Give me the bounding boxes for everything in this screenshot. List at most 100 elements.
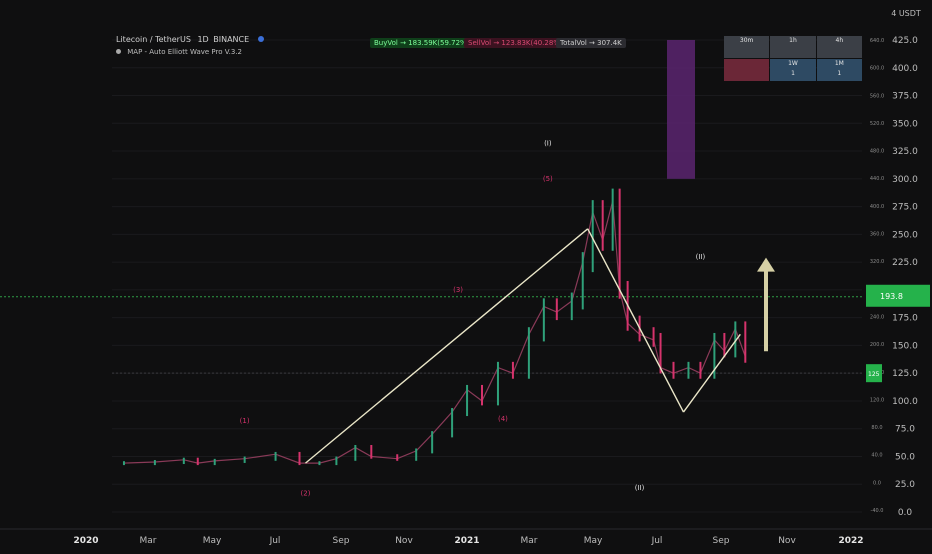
wave-overlays bbox=[305, 228, 775, 464]
tf-value: 1W bbox=[788, 60, 798, 67]
total-vol-badge: TotalVol → 307.4K bbox=[556, 38, 626, 48]
secondary-tick-label: 640.0 bbox=[870, 38, 884, 44]
price-tick-label: 250.0 bbox=[892, 230, 918, 240]
price-tick-label: 275.0 bbox=[892, 203, 918, 213]
secondary-tick-label: 600.0 bbox=[870, 66, 884, 72]
price-tick-label: 400.0 bbox=[892, 64, 918, 74]
secondary-tick-label: 80.0 bbox=[871, 425, 882, 431]
secondary-tick-label: 40.0 bbox=[871, 453, 882, 459]
price-tick-label: 75.0 bbox=[895, 425, 915, 435]
series-line bbox=[123, 200, 746, 464]
time-tick-label: Jul bbox=[651, 536, 663, 546]
buy-vol-text: BuyVol → 183.59K(59.72%) bbox=[374, 39, 470, 47]
symbol-exchange: BINANCE bbox=[213, 35, 250, 44]
symbol-interval: 1D bbox=[197, 35, 209, 44]
price-tick-label: 50.0 bbox=[895, 452, 915, 462]
tf-count: 1 bbox=[791, 70, 795, 77]
time-tick-label: Jul bbox=[269, 536, 281, 546]
price-tick-label: 300.0 bbox=[892, 175, 918, 185]
tf-label: 1h bbox=[789, 37, 797, 44]
secondary-tick-label: 520.0 bbox=[870, 121, 884, 127]
tf-cell-1h: 1h bbox=[770, 36, 816, 58]
tf-value: 1M bbox=[834, 60, 844, 67]
price-tick-label: 425.0 bbox=[892, 36, 918, 46]
time-tick-label: 2022 bbox=[838, 536, 863, 546]
wave-label: (I) bbox=[544, 140, 552, 148]
time-tick-label: 2021 bbox=[454, 536, 479, 546]
price-tick-label: 350.0 bbox=[892, 119, 918, 129]
sell-vol-text: SellVol → 123.83K(40.28%) bbox=[468, 39, 563, 47]
price-tick-label: 175.0 bbox=[892, 314, 918, 324]
current-price-text: 125 bbox=[868, 371, 880, 378]
secondary-tick-label: 560.0 bbox=[870, 93, 884, 99]
tf-label: 30m bbox=[739, 37, 754, 44]
secondary-tick-label: 400.0 bbox=[870, 204, 884, 210]
price-tick-label: 325.0 bbox=[892, 147, 918, 157]
time-tick-label: May bbox=[584, 536, 603, 546]
sell-vol-badge: SellVol → 123.83K(40.28%) bbox=[464, 38, 567, 48]
symbol-title[interactable]: Litecoin / TetherUS 1D BINANCE bbox=[116, 35, 264, 44]
green-price-tag bbox=[866, 284, 930, 307]
wave-down-1 bbox=[587, 228, 685, 413]
indicator-legend[interactable]: MAP - Auto Elliott Wave Pro V.3.2 bbox=[116, 48, 242, 56]
secondary-tick-label: 320.0 bbox=[870, 259, 884, 265]
tf-cell-1w: 1W 1 bbox=[770, 59, 816, 81]
price-tick-label: 100.0 bbox=[892, 397, 918, 407]
price-tick-label: 25.0 bbox=[895, 480, 915, 490]
wave-label: (II) bbox=[696, 253, 706, 261]
wave-up-2 bbox=[682, 333, 741, 413]
price-tick-label: 0.0 bbox=[898, 508, 913, 518]
settings-dot-icon[interactable] bbox=[257, 36, 264, 42]
current-price-tag bbox=[866, 364, 882, 383]
secondary-tick-label: 0.0 bbox=[873, 480, 881, 486]
indicator-name: MAP - Auto Elliott Wave Pro V.3.2 bbox=[127, 48, 243, 56]
tf-cell-red bbox=[724, 59, 770, 81]
purple-zone bbox=[667, 40, 695, 179]
price-tick-label: 125.0 bbox=[892, 369, 918, 379]
tf-count: 1 bbox=[837, 70, 842, 77]
wave-up-1 bbox=[305, 228, 589, 464]
tf-cell-4h: 4h bbox=[816, 36, 862, 58]
zones bbox=[667, 40, 695, 179]
price-axis[interactable]: 4 USDT 425.0 400.0 375.0 350.0 325.0 300.0 275.… bbox=[866, 9, 930, 518]
secondary-tick-label: 360.0 bbox=[870, 232, 884, 238]
wave-label: (3) bbox=[453, 286, 463, 294]
wave-labels: (I) (II) (II) (1) (2) (3) (4) (5) bbox=[240, 140, 706, 498]
wave-label: (4) bbox=[498, 415, 508, 423]
wave-label: (2) bbox=[301, 489, 311, 497]
timeframe-table: 30m 1h 4h 1W 1 1M 1 bbox=[724, 36, 862, 82]
tf-label: 4h bbox=[835, 37, 844, 44]
time-tick-label: 2020 bbox=[73, 536, 98, 546]
wave-label: (II) bbox=[635, 484, 645, 492]
green-price-tag-text: 193.8 bbox=[880, 292, 903, 301]
price-tick-label: 150.0 bbox=[892, 341, 918, 351]
up-arrow-head bbox=[757, 257, 775, 272]
price-tick-label: 225.0 bbox=[892, 258, 918, 268]
secondary-tick-label: -40.0 bbox=[871, 508, 884, 514]
time-tick-label: May bbox=[203, 536, 222, 546]
buy-vol-badge: BuyVol → 183.59K(59.72%) bbox=[370, 38, 474, 48]
time-tick-label: Sep bbox=[333, 536, 350, 546]
price-levels bbox=[0, 296, 864, 374]
total-vol-text: TotalVol → 307.4K bbox=[560, 39, 622, 47]
indicator-dot-icon bbox=[116, 49, 121, 54]
wave-label: (1) bbox=[240, 417, 250, 425]
tf-cell-30m: 30m bbox=[724, 36, 770, 58]
time-axis[interactable]: 2020 Mar May Jul Sep Nov 2021 Mar May Jul Sep Nov 20… bbox=[0, 528, 932, 546]
price-unit: 4 USDT bbox=[891, 9, 921, 18]
secondary-tick-label: 240.0 bbox=[870, 314, 884, 320]
time-tick-label: Mar bbox=[140, 536, 157, 546]
timeframe-header-row: 30m 1h 4h bbox=[724, 36, 862, 58]
price-series bbox=[122, 188, 747, 466]
secondary-tick-label: 480.0 bbox=[870, 149, 884, 155]
secondary-tick-label: 200.0 bbox=[870, 342, 884, 348]
price-tick-label: 375.0 bbox=[892, 92, 918, 102]
time-tick-label: Mar bbox=[521, 536, 538, 546]
secondary-tick-label: 120.0 bbox=[870, 397, 884, 403]
secondary-tick-label: 440.0 bbox=[870, 176, 884, 182]
tf-cell-1m: 1M 1 bbox=[816, 59, 862, 81]
wave-label: (5) bbox=[543, 175, 553, 183]
